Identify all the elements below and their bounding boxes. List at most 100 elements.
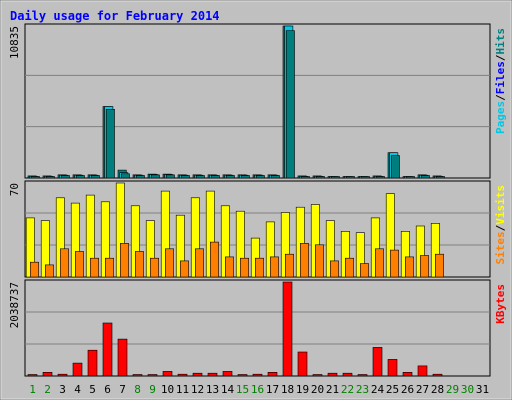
x-tick-label: 30 (461, 383, 474, 396)
bar-sites-day-28 (434, 253, 444, 278)
bar-sites-day-17 (269, 256, 279, 278)
bar-sites-day-21 (329, 260, 339, 278)
bar-hits-day-24 (375, 176, 385, 179)
bar-kbytes-day-27 (417, 365, 428, 377)
legend-entry: / (494, 54, 507, 61)
bar-sites-day-6 (105, 257, 114, 278)
bar-kbytes-day-1 (27, 374, 38, 377)
bar-sites-day-11 (180, 260, 189, 278)
x-tick-label: 1 (29, 383, 36, 396)
x-tick-label: 4 (74, 383, 81, 396)
x-tick-label: 12 (191, 383, 204, 396)
bar-sites-day-22 (344, 257, 354, 278)
bar-hits-day-6 (105, 109, 115, 179)
x-tick-label: 29 (446, 383, 459, 396)
bar-sites-day-16 (255, 257, 264, 278)
panel-background (24, 23, 491, 179)
bar-kbytes-day-20 (312, 374, 323, 377)
x-tick-label: 11 (176, 383, 189, 396)
bar-kbytes-day-6 (102, 322, 113, 377)
legend-entry: / (494, 94, 507, 101)
bar-sites-day-7 (120, 243, 129, 278)
bar-kbytes-day-21 (327, 372, 338, 377)
bar-sites-day-27 (419, 255, 429, 278)
legend-entry: Hits (494, 28, 507, 55)
x-tick-label: 31 (476, 383, 489, 396)
x-tick-label: 7 (119, 383, 126, 396)
bar-kbytes-day-9 (147, 374, 158, 377)
bar-hits-day-14 (225, 175, 235, 179)
panel-max-label: 70 (8, 183, 21, 196)
chart-panels: 10835Pages/Files/Hits70Sites/Visits20387… (8, 23, 507, 377)
bar-hits-day-15 (240, 175, 250, 179)
panel-visits: 70 Sites/Visits (8, 180, 507, 278)
bar-hits-day-8 (135, 175, 145, 179)
bar-sites-day-12 (195, 248, 204, 278)
bar-kbytes-day-10 (162, 371, 173, 377)
x-tick-label: 3 (59, 383, 66, 396)
legend-entry: Sites (494, 231, 507, 264)
bar-kbytes-day-24 (372, 347, 383, 377)
x-tick-label: 24 (371, 383, 385, 396)
bar-hits-day-25 (390, 155, 400, 179)
bar-hits-day-16 (255, 175, 265, 179)
bar-sites-day-5 (90, 257, 99, 278)
bar-hits-day-1 (30, 176, 40, 179)
bar-sites-day-14 (225, 256, 234, 278)
bar-kbytes-day-15 (237, 374, 248, 377)
bar-hits-day-17 (270, 175, 280, 179)
bars-visits (25, 182, 444, 278)
bar-kbytes-day-25 (387, 359, 398, 377)
bar-kbytes-day-7 (117, 338, 128, 377)
bar-sites-day-4 (75, 251, 84, 278)
bar-kbytes-day-5 (87, 349, 98, 377)
bar-hits-day-19 (300, 176, 310, 179)
legend-entry: KBytes (494, 284, 507, 324)
bar-hits-day-12 (195, 175, 205, 179)
bar-hits-day-7 (120, 173, 130, 179)
bar-sites-day-1 (29, 261, 39, 278)
legend-entry: / (494, 224, 507, 231)
x-tick-label: 14 (221, 383, 235, 396)
bar-kbytes-day-13 (207, 372, 218, 377)
chart-title: Daily usage for February 2014 (10, 9, 220, 23)
panel-legend: Pages/Files/Hits (494, 28, 507, 134)
bar-hits-day-10 (165, 174, 175, 179)
bar-sites-day-9 (150, 257, 159, 278)
legend-entry: Files (494, 61, 507, 94)
bar-kbytes-day-23 (357, 374, 368, 377)
bar-kbytes-day-26 (402, 371, 413, 377)
bar-hits-day-11 (180, 175, 190, 179)
x-tick-label: 2 (44, 383, 51, 396)
bar-sites-day-19 (299, 243, 309, 278)
x-tick-label: 19 (296, 383, 309, 396)
x-tick-label: 16 (251, 383, 264, 396)
x-tick-label: 21 (326, 383, 339, 396)
bar-sites-day-10 (165, 248, 174, 278)
x-tick-label: 20 (311, 383, 324, 396)
x-tick-label: 17 (266, 383, 279, 396)
x-tick-label: 26 (401, 383, 414, 396)
panel-max-label: 2038737 (8, 282, 21, 328)
x-tick-label: 28 (431, 383, 444, 396)
bar-kbytes-day-2 (42, 371, 53, 377)
bar-sites-day-26 (404, 256, 414, 278)
x-tick-label: 25 (386, 383, 399, 396)
x-tick-label: 27 (416, 383, 429, 396)
x-axis-labels: 1 2 3 4 5 6 7 8 9 10 11 12 13 14 15 16 17 18 19 20 21 22 23 24 2… (29, 383, 489, 396)
bars-hits (27, 25, 445, 179)
x-tick-label: 5 (89, 383, 96, 396)
bar-hits-day-28 (435, 176, 445, 179)
panel-background (24, 279, 491, 377)
panel-kbytes: 2038737 KBytes (8, 279, 507, 377)
bar-kbytes-day-16 (252, 373, 263, 377)
bar-hits-day-2 (45, 176, 55, 179)
bar-hits-day-4 (75, 175, 85, 179)
x-tick-label: 10 (161, 383, 174, 396)
bar-hits-day-21 (330, 176, 340, 179)
bar-hits-day-22 (345, 176, 355, 179)
